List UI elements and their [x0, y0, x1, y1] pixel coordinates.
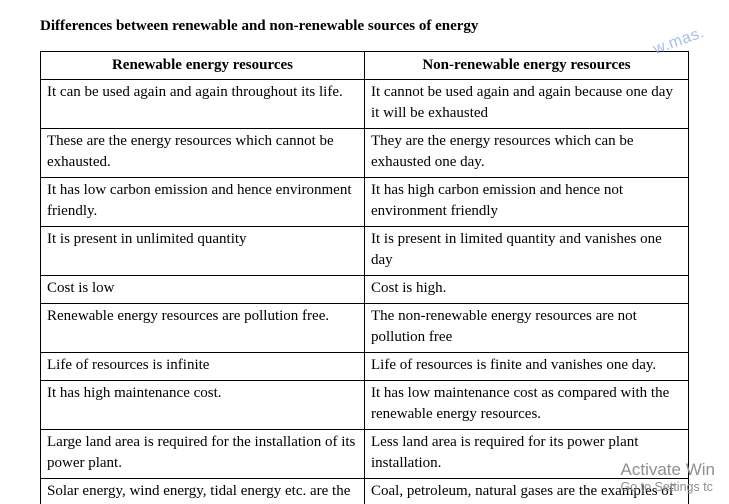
comparison-table: Renewable energy resources Non-renewable… [40, 51, 689, 504]
cell-renewable: It can be used again and again throughou… [41, 80, 365, 129]
cell-nonrenewable: Cost is high. [365, 276, 689, 304]
cell-renewable: Renewable energy resources are pollution… [41, 304, 365, 353]
table-row: It can be used again and again throughou… [41, 80, 689, 129]
cell-renewable: Large land area is required for the inst… [41, 430, 365, 479]
cell-nonrenewable: They are the energy resources which can … [365, 129, 689, 178]
table-row: It is present in unlimited quantity It i… [41, 227, 689, 276]
column-header-nonrenewable: Non-renewable energy resources [365, 52, 689, 80]
table-row: Renewable energy resources are pollution… [41, 304, 689, 353]
page-title: Differences between renewable and non-re… [40, 18, 689, 35]
cell-nonrenewable: It is present in limited quantity and va… [365, 227, 689, 276]
column-header-renewable: Renewable energy resources [41, 52, 365, 80]
table-row: Cost is low Cost is high. [41, 276, 689, 304]
cell-renewable: It has low carbon emission and hence env… [41, 178, 365, 227]
cell-nonrenewable: Coal, petroleum, natural gases are the e… [365, 479, 689, 504]
cell-nonrenewable: It cannot be used again and again becaus… [365, 80, 689, 129]
cell-renewable: It has high maintenance cost. [41, 381, 365, 430]
cell-renewable: Solar energy, wind energy, tidal energy … [41, 479, 365, 504]
document-page: Differences between renewable and non-re… [0, 0, 729, 504]
cell-nonrenewable: The non-renewable energy resources are n… [365, 304, 689, 353]
table-row: Large land area is required for the inst… [41, 430, 689, 479]
cell-nonrenewable: Life of resources is finite and vanishes… [365, 353, 689, 381]
table-row: It has low carbon emission and hence env… [41, 178, 689, 227]
table-row: Solar energy, wind energy, tidal energy … [41, 479, 689, 504]
cell-nonrenewable: Less land area is required for its power… [365, 430, 689, 479]
cell-renewable: It is present in unlimited quantity [41, 227, 365, 276]
cell-nonrenewable: It has high carbon emission and hence no… [365, 178, 689, 227]
table-row: Life of resources is infinite Life of re… [41, 353, 689, 381]
cell-renewable: Life of resources is infinite [41, 353, 365, 381]
table-row: It has high maintenance cost. It has low… [41, 381, 689, 430]
table-header-row: Renewable energy resources Non-renewable… [41, 52, 689, 80]
cell-renewable: These are the energy resources which can… [41, 129, 365, 178]
cell-renewable: Cost is low [41, 276, 365, 304]
cell-nonrenewable: It has low maintenance cost as compared … [365, 381, 689, 430]
table-row: These are the energy resources which can… [41, 129, 689, 178]
